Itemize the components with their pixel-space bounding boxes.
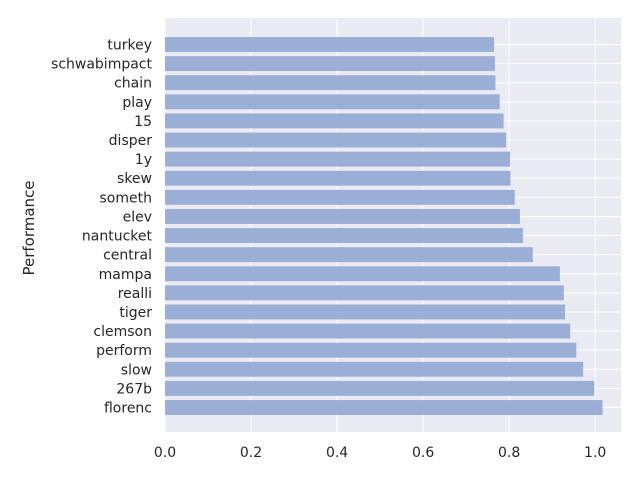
y-tick-label-nantucket: nantucket bbox=[82, 229, 153, 245]
bar-realli bbox=[165, 285, 564, 301]
y-tick-label-turkey: turkey bbox=[107, 38, 152, 54]
y-tick-label-tiger: tiger bbox=[119, 305, 152, 321]
x-tick-label: 0.0 bbox=[154, 445, 176, 461]
y-tick-label-mampa: mampa bbox=[99, 267, 152, 283]
bar-clemson bbox=[165, 323, 571, 339]
bar-play bbox=[165, 94, 500, 110]
y-tick-label-267b: 267b bbox=[116, 381, 152, 397]
x-tick-label: 0.6 bbox=[412, 445, 434, 461]
y-tick-label-15: 15 bbox=[134, 114, 152, 130]
bar-perform bbox=[165, 342, 577, 358]
y-tick-label-perform: perform bbox=[96, 343, 152, 359]
bar-central bbox=[165, 247, 533, 263]
x-tick-label: 1.0 bbox=[584, 445, 606, 461]
y-tick-label-skew: skew bbox=[117, 171, 152, 187]
y-tick-label-1y: 1y bbox=[135, 152, 152, 168]
y-tick-label-realli: realli bbox=[118, 286, 152, 302]
y-axis-label: Performance bbox=[20, 180, 38, 275]
bar-267b bbox=[165, 380, 595, 396]
bar-schwabimpact bbox=[165, 56, 495, 72]
bar-turkey bbox=[165, 37, 495, 52]
bar-disper bbox=[165, 132, 507, 148]
y-tick-label-chain: chain bbox=[114, 76, 152, 92]
bar-nantucket bbox=[165, 228, 523, 244]
x-tick-label: 0.8 bbox=[498, 445, 520, 461]
bar-chain bbox=[165, 75, 496, 91]
bar-15 bbox=[165, 113, 504, 129]
y-tick-label-disper: disper bbox=[109, 133, 153, 149]
y-tick-label-someth: someth bbox=[100, 190, 152, 206]
bar-skew bbox=[165, 170, 511, 186]
bars bbox=[165, 37, 603, 415]
y-tick-label-florenc: florenc bbox=[104, 401, 152, 417]
y-tick-label-elev: elev bbox=[123, 209, 152, 225]
bar-tiger bbox=[165, 304, 566, 320]
bar-1y bbox=[165, 151, 511, 167]
y-tick-label-central: central bbox=[103, 248, 152, 264]
x-tick-labels: 0.0 0.2 0.4 0.6 0.8 1.0 bbox=[154, 445, 606, 461]
y-tick-label-schwabimpact: schwabimpact bbox=[51, 57, 152, 73]
bar-someth bbox=[165, 189, 515, 205]
bar-slow bbox=[165, 361, 584, 377]
bar-florenc bbox=[165, 400, 603, 415]
x-tick-label: 0.4 bbox=[326, 445, 348, 461]
x-tick-label: 0.2 bbox=[240, 445, 262, 461]
bar-mampa bbox=[165, 266, 560, 282]
y-tick-label-play: play bbox=[122, 95, 152, 111]
y-tick-labels: turkey schwabimpact chain play 15 disper 1y ske… bbox=[51, 38, 152, 417]
bar-elev bbox=[165, 208, 520, 224]
y-tick-label-slow: slow bbox=[121, 362, 152, 378]
y-tick-label-clemson: clemson bbox=[93, 324, 152, 340]
